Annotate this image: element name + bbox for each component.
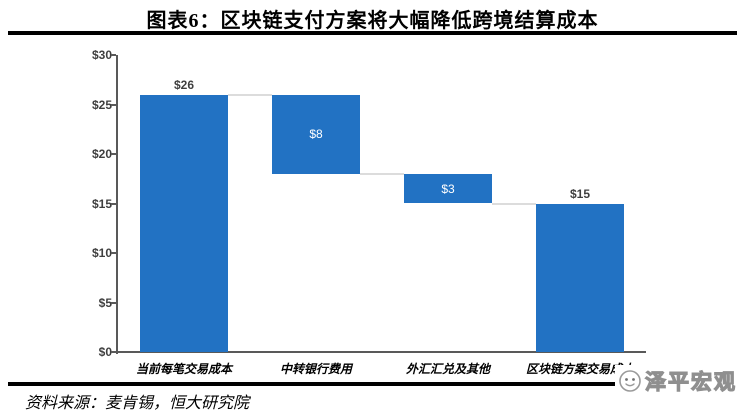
- y-tick-label: $10: [91, 246, 112, 260]
- bar-value-label: $3: [441, 181, 455, 196]
- y-axis-line: [116, 55, 118, 354]
- x-category-label: 当前每笔交易成本: [135, 362, 232, 376]
- watermark-text: 泽平宏观: [644, 369, 737, 394]
- y-tick-label: $5: [98, 295, 112, 310]
- waterfall-connector: [492, 202, 536, 205]
- waterfall-bar: [404, 173, 492, 204]
- y-tick-mark: [111, 351, 116, 353]
- watermark-face-icon: [619, 370, 641, 392]
- top-divider: [8, 31, 737, 35]
- waterfall-connector: [360, 172, 404, 175]
- bar-value-label: $15: [569, 186, 591, 201]
- x-category-label: 外汇汇兑及其他: [405, 362, 490, 376]
- figure-title: 图表6：区块链支付方案将大幅降低跨境结算成本: [146, 10, 599, 32]
- bar-value-label: $26: [173, 77, 195, 92]
- waterfall-bar: [272, 94, 360, 174]
- y-tick-mark: [111, 301, 116, 304]
- x-category-label: 中转银行费用: [279, 362, 352, 376]
- bottom-divider: [8, 382, 737, 386]
- bar-value-label: $8: [309, 127, 323, 142]
- x-category-label: 区块链方案交易成本: [525, 362, 634, 376]
- y-tick-label: $20: [91, 147, 112, 161]
- y-tick-label: $0: [98, 345, 112, 359]
- y-tick-label: $30: [91, 48, 112, 62]
- y-tick-mark: [111, 202, 116, 205]
- waterfall-bar: [140, 94, 228, 352]
- y-tick-mark: [111, 153, 116, 155]
- y-tick-mark: [111, 54, 116, 56]
- watermark: 泽平宏观: [615, 365, 740, 397]
- y-tick-label: $15: [91, 196, 112, 211]
- y-tick-label: $25: [91, 97, 112, 112]
- y-tick-mark: [111, 252, 116, 254]
- x-axis-line: [116, 351, 646, 353]
- waterfall-bar: [536, 203, 624, 352]
- source-note: 资料来源：麦肯锡，恒大研究院: [25, 395, 250, 412]
- waterfall-connector: [228, 93, 272, 96]
- y-tick-mark: [111, 103, 116, 106]
